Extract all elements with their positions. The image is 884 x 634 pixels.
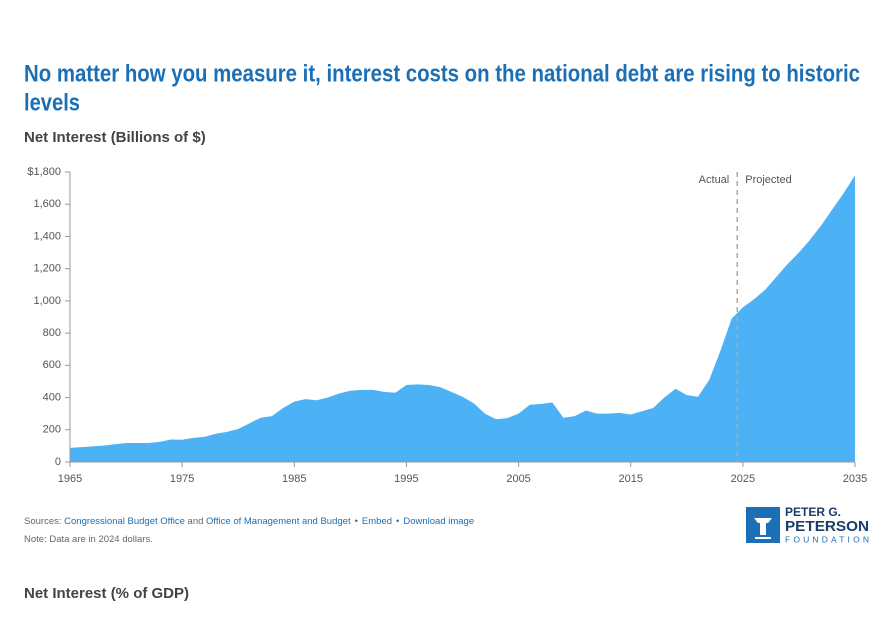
x-tick-label: 2005	[506, 473, 530, 485]
x-tick-label: 2025	[731, 473, 755, 485]
y-tick-label: 1,600	[33, 198, 61, 210]
x-tick-label: 1995	[394, 473, 418, 485]
x-tick-label: 1965	[58, 473, 82, 485]
source-link[interactable]: Office of Management and Budget	[206, 516, 351, 527]
y-tick-label: 400	[43, 391, 61, 403]
logo: PETER G. PETERSON FOUNDATION	[746, 505, 869, 544]
y-tick-label: 1,200	[33, 263, 61, 275]
sources: Sources: Congressional Budget Office and…	[24, 516, 474, 527]
section-heading: Net Interest (% of GDP)	[24, 585, 189, 602]
sources-label: Sources:	[24, 516, 62, 527]
download-link[interactable]: Download image	[403, 516, 475, 527]
chart-title: levels	[24, 89, 80, 116]
logo-text: PETERSON	[785, 518, 869, 535]
area	[70, 175, 855, 462]
annotation: Projected	[745, 174, 791, 186]
logo-text: PETER G.	[785, 505, 841, 519]
embed-link[interactable]: Embed	[361, 516, 393, 527]
y-tick-label: 1,000	[33, 295, 61, 307]
chart-subtitle: Net Interest (Billions of $)	[24, 129, 206, 146]
x-tick-label: 1975	[170, 473, 194, 485]
x-tick-label: 1985	[282, 473, 306, 485]
note: Note: Data are in 2024 dollars.	[24, 534, 153, 545]
y-tick-label: 1,400	[33, 230, 61, 242]
x-tick-label: 2015	[618, 473, 642, 485]
separator: •	[396, 516, 400, 527]
sources-text: and	[187, 516, 204, 527]
y-tick-label: 800	[43, 327, 61, 339]
y-tick-label: 200	[43, 424, 61, 436]
chart-title: No matter how you measure it, interest c…	[24, 60, 860, 87]
source-link[interactable]: Congressional Budget Office	[64, 516, 185, 527]
y-tick-label: 0	[55, 456, 61, 468]
logo-icon	[754, 518, 772, 539]
x-tick-label: 2035	[843, 473, 867, 485]
y-tick-label: $1,800	[27, 166, 61, 178]
logo-text: FOUNDATION	[785, 534, 869, 544]
annotation: Actual	[699, 174, 730, 186]
separator: •	[354, 516, 358, 527]
y-tick-label: 600	[43, 359, 61, 371]
